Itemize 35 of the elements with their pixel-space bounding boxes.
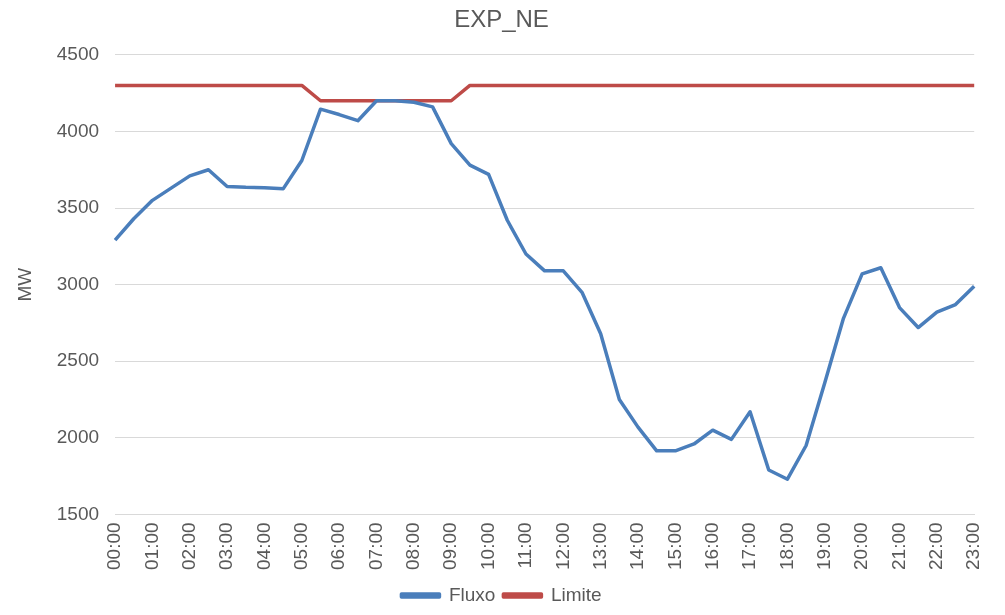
- x-tick-label: 18:00: [775, 522, 797, 570]
- legend-label: Limite: [550, 583, 602, 605]
- x-tick-label: 19:00: [813, 522, 835, 570]
- x-tick-label: 20:00: [850, 522, 872, 570]
- legend-label: Fluxo: [448, 583, 496, 605]
- x-tick-label: 00:00: [103, 522, 125, 570]
- x-tick-label: 22:00: [925, 522, 947, 570]
- y-tick-label: 3500: [56, 196, 100, 218]
- y-tick-label: 4500: [56, 43, 100, 65]
- y-tick-label: 1500: [56, 502, 100, 524]
- x-tick-label: 02:00: [178, 522, 200, 570]
- x-tick-label: 01:00: [140, 522, 162, 570]
- y-tick-label: 4000: [56, 119, 100, 141]
- x-tick-label: 23:00: [962, 522, 984, 570]
- y-tick-label: 2500: [56, 349, 100, 371]
- y-tick-label: 3000: [56, 272, 100, 294]
- x-tick-label: 08:00: [402, 522, 424, 570]
- y-tick-label: 2000: [56, 426, 100, 448]
- chart-title: EXP_NE: [454, 5, 549, 33]
- x-tick-label: 10:00: [476, 522, 498, 570]
- y-axis-title: MW: [13, 267, 35, 302]
- x-tick-label: 07:00: [364, 522, 386, 570]
- x-tick-label: 11:00: [514, 522, 536, 569]
- x-tick-label: 09:00: [439, 522, 461, 570]
- x-tick-label: 17:00: [738, 522, 760, 570]
- x-tick-label: 15:00: [663, 522, 685, 570]
- x-tick-label: 06:00: [327, 522, 349, 570]
- x-tick-label: 05:00: [290, 522, 312, 570]
- x-tick-label: 21:00: [887, 522, 909, 570]
- x-tick-label: 03:00: [215, 522, 237, 570]
- x-tick-label: 13:00: [588, 522, 610, 570]
- x-tick-label: 04:00: [252, 522, 274, 570]
- x-tick-label: 14:00: [626, 522, 648, 570]
- x-tick-label: 16:00: [700, 522, 722, 570]
- x-tick-label: 12:00: [551, 522, 573, 570]
